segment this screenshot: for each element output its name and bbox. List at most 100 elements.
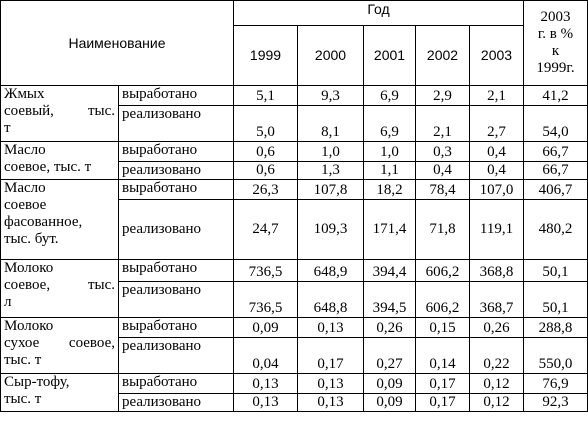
table-row: реализовано 0,13 0,13 0,09 0,17 0,12 92,3	[1, 393, 588, 412]
value-cell: 2,1	[469, 85, 524, 106]
value-cell: 1,0	[363, 141, 416, 162]
header-year: 2001	[363, 25, 416, 86]
product-name-line: Сыр-тофу,	[4, 374, 70, 391]
table-row: Масло соевое, тыс. т выработано 0,6 1,0 1,0 0,…	[0, 141, 588, 180]
table-row: Молоко соевое, тыс. л выработано 736,5 648,9 3…	[0, 259, 588, 318]
value-cell: 394,5	[363, 281, 416, 318]
product-name-line: Молоко	[4, 260, 54, 277]
percent-cell: 550,0	[523, 337, 588, 374]
value-cell: 0,4	[469, 161, 524, 180]
product-name-line: фасованное,	[4, 214, 83, 230]
value-cell: 109,3	[297, 199, 364, 260]
label-produced: выработано	[118, 141, 234, 162]
value-cell: 0,27	[363, 337, 416, 374]
value-cell: 107,0	[469, 179, 524, 200]
table-row: Жмых соевый, тыс. т выработано 5,1 9,3 6,9 2,9 2…	[0, 85, 588, 142]
header-year: 2002	[415, 25, 470, 86]
product-name-line: сухое соевое,	[4, 335, 115, 351]
product-name-line: т	[4, 120, 11, 136]
value-cell: 0,3	[415, 141, 470, 162]
percent-cell: 480,2	[523, 199, 588, 260]
product-name: Сыр-тофу, тыс. т	[0, 373, 119, 412]
value-cell: 0,17	[415, 373, 470, 394]
table-row: реализовано 24,7 109,3 171,4 71,8 119,1 480,2	[1, 199, 588, 260]
table-row: Сыр-тофу, тыс. т выработано 0,13 0,13 0,09 0,1…	[0, 373, 588, 412]
product-name: Молоко сухое соевое, тыс. т	[0, 317, 119, 374]
value-cell: 0,4	[415, 161, 470, 180]
value-cell: 606,2	[415, 281, 470, 318]
value-cell: 0,13	[297, 393, 364, 412]
value-cell: 0,12	[469, 393, 524, 412]
label-sold: реализовано	[118, 337, 234, 374]
production-table: Наименование Год 2003 г. в % к 1999г. 19…	[0, 0, 588, 412]
product-name-line: тыс. бут.	[4, 231, 59, 247]
header-percent-line: 2003	[540, 9, 571, 25]
label-sold: реализовано	[118, 161, 234, 180]
value-cell: 6,9	[363, 85, 416, 106]
header-year: 2003	[469, 25, 524, 86]
label-produced: выработано	[118, 317, 234, 338]
label-produced: выработано	[118, 373, 234, 394]
value-cell: 0,13	[233, 393, 298, 412]
product-name-line: тыс. т	[4, 391, 42, 407]
label-produced: выработано	[118, 85, 234, 106]
value-cell: 0,17	[415, 393, 470, 412]
value-cell: 368,7	[469, 281, 524, 318]
header-percent-line: 1999г.	[536, 60, 575, 76]
value-cell: 0,04	[233, 337, 298, 374]
value-cell: 71,8	[415, 199, 470, 260]
product-name: Жмых соевый, тыс. т	[0, 85, 119, 142]
value-cell: 1,3	[297, 161, 364, 180]
product-name: Масло соевое фасованное, тыс. бут.	[0, 179, 119, 260]
product-name-line: л	[4, 294, 12, 310]
product-name-line: тыс. т	[4, 352, 42, 368]
label-sold: реализовано	[118, 393, 234, 412]
value-cell: 78,4	[415, 179, 470, 200]
percent-cell: 92,3	[523, 393, 588, 412]
product-name: Масло соевое, тыс. т	[0, 141, 119, 180]
product-name-line: Жмых	[4, 86, 45, 103]
value-cell: 9,3	[297, 85, 364, 106]
header-percent-line: к	[551, 43, 560, 59]
percent-cell: 50,1	[523, 281, 588, 318]
value-cell: 1,1	[363, 161, 416, 180]
value-cell: 5,0	[233, 105, 298, 142]
value-cell: 0,6	[233, 141, 298, 162]
product-name-line: Молоко	[4, 318, 54, 335]
product-name-line: соевое, тыс.	[4, 277, 115, 293]
product-name-line: Масло	[4, 180, 46, 197]
value-cell: 1,0	[297, 141, 364, 162]
product-name-line: Масло	[4, 142, 46, 159]
value-cell: 368,8	[469, 259, 524, 282]
header-year-group: Год	[233, 0, 524, 26]
value-cell: 0,09	[233, 317, 298, 338]
percent-cell: 54,0	[523, 105, 588, 142]
percent-cell: 76,9	[523, 373, 588, 394]
label-sold: реализовано	[118, 105, 234, 142]
table-row: реализовано 736,5 648,8 394,5 606,2 368,7 50,1	[1, 281, 588, 318]
product-name-line: соевое	[4, 197, 47, 213]
value-cell: 119,1	[469, 199, 524, 260]
value-cell: 0,13	[297, 373, 364, 394]
value-cell: 736,5	[233, 281, 298, 318]
value-cell: 0,26	[469, 317, 524, 338]
table-row: Молоко сухое соевое, тыс. т выработано 0,09 0…	[0, 317, 588, 374]
value-cell: 171,4	[363, 199, 416, 260]
label-sold: реализовано	[118, 281, 234, 318]
header-year: 1999	[233, 25, 298, 86]
value-cell: 2,1	[415, 105, 470, 142]
value-cell: 2,7	[469, 105, 524, 142]
percent-cell: 66,7	[523, 141, 588, 162]
table-row: реализовано 5,0 8,1 6,9 2,1 2,7 54,0	[1, 105, 588, 142]
value-cell: 0,14	[415, 337, 470, 374]
percent-cell: 50,1	[523, 259, 588, 282]
value-cell: 648,8	[297, 281, 364, 318]
value-cell: 107,8	[297, 179, 364, 200]
value-cell: 0,13	[297, 317, 364, 338]
product-name-line: соевый, тыс.	[4, 103, 115, 119]
value-cell: 0,09	[363, 373, 416, 394]
value-cell: 0,17	[297, 337, 364, 374]
value-cell: 648,9	[297, 259, 364, 282]
percent-cell: 41,2	[523, 85, 588, 106]
label-sold: реализовано	[118, 199, 234, 260]
